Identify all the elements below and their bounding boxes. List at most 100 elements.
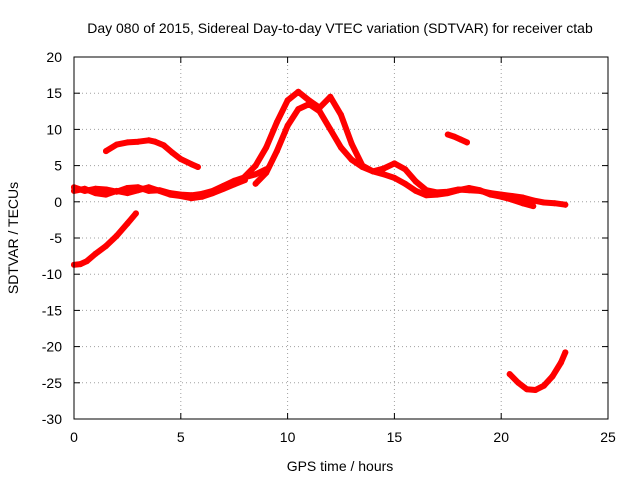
data-point: [273, 148, 280, 155]
data-point: [252, 180, 259, 187]
data-point: [92, 190, 99, 197]
data-point: [348, 140, 355, 147]
data-point: [444, 190, 451, 197]
data-point: [103, 148, 109, 155]
data-point: [327, 93, 334, 100]
data-point: [295, 106, 302, 113]
data-point: [487, 191, 494, 198]
data-point: [169, 149, 176, 156]
y-tick-label: 0: [54, 194, 62, 210]
y-tick-label: -15: [42, 302, 62, 318]
data-point: [562, 201, 569, 208]
data-point: [523, 386, 530, 393]
data-point: [135, 187, 142, 194]
data-point: [252, 162, 259, 169]
data-point: [113, 141, 120, 148]
data-point: [412, 187, 419, 194]
data-point: [423, 192, 430, 199]
y-tick-label: -30: [42, 411, 62, 427]
series-arc-7: [444, 131, 470, 146]
data-point: [444, 131, 451, 138]
y-tick-label: 15: [46, 85, 62, 101]
data-point: [530, 203, 537, 210]
data-point: [359, 164, 366, 170]
y-axis: 20 15 10 5 0 -5 -10 -15 -20 -25 -30: [42, 49, 608, 427]
data-point: [167, 191, 174, 198]
data-point: [124, 185, 131, 191]
x-tick-label: 5: [177, 429, 185, 445]
data-point: [540, 382, 547, 389]
series-arc-8: [506, 349, 569, 393]
data-point: [177, 156, 184, 163]
data-point: [498, 193, 505, 200]
data-point: [77, 261, 84, 268]
data-point: [295, 88, 302, 95]
data-point: [391, 174, 398, 181]
data-point: [391, 160, 398, 167]
x-axis-label: GPS time / hours: [287, 458, 394, 474]
y-axis-label: SDTVAR / TECUs: [5, 182, 21, 294]
data-point: [145, 184, 152, 191]
data-point: [124, 220, 131, 227]
data-point: [132, 210, 139, 217]
y-tick-label: 20: [46, 49, 62, 65]
data-point: [263, 144, 270, 151]
data-point: [199, 193, 206, 200]
data-point: [103, 243, 109, 249]
x-tick-label: 0: [70, 429, 78, 445]
data-point: [220, 185, 227, 192]
series-line: [444, 131, 470, 146]
data-point: [194, 164, 201, 170]
data-point: [532, 387, 539, 393]
data-point: [273, 119, 280, 126]
y-tick-label: 10: [46, 121, 62, 137]
data-point: [515, 379, 522, 386]
data-point: [519, 194, 526, 201]
data-point: [558, 359, 564, 366]
series-arc-5: [241, 88, 569, 208]
data-point: [284, 97, 291, 104]
data-point: [327, 126, 334, 133]
data-point: [338, 144, 344, 151]
data-point: [551, 200, 558, 207]
y-tick-label: -5: [50, 230, 63, 246]
data-point: [506, 371, 513, 378]
data-point: [540, 199, 547, 206]
data-point: [81, 185, 88, 192]
plot-area: [71, 88, 569, 393]
data-point: [338, 111, 344, 118]
x-axis: 0 5 10 15 20 25: [70, 57, 616, 445]
x-tick-label: 10: [280, 429, 296, 445]
data-point: [402, 166, 409, 173]
data-point: [455, 187, 462, 194]
data-point: [209, 190, 216, 197]
data-point: [252, 171, 259, 178]
data-point: [530, 197, 537, 204]
data-point: [103, 191, 109, 198]
series-arc-2: [71, 177, 248, 202]
y-tick-label: -20: [42, 339, 62, 355]
data-point: [380, 171, 387, 178]
data-point: [152, 138, 159, 145]
data-point: [549, 373, 556, 380]
data-point: [519, 200, 526, 207]
data-point: [451, 133, 458, 140]
data-point: [83, 258, 90, 265]
series-arc-6: [252, 101, 537, 210]
data-point: [156, 187, 163, 194]
data-point: [92, 250, 99, 257]
x-tick-label: 15: [387, 429, 403, 445]
data-point: [316, 108, 323, 115]
data-point: [464, 139, 470, 146]
y-tick-label: 5: [54, 158, 62, 174]
x-tick-label: 25: [600, 429, 616, 445]
data-point: [306, 101, 312, 108]
data-point: [457, 136, 464, 143]
data-point: [188, 161, 195, 168]
data-point: [466, 185, 473, 191]
data-point: [124, 190, 131, 197]
data-point: [476, 187, 483, 194]
data-point: [370, 168, 376, 175]
data-point: [380, 165, 387, 172]
